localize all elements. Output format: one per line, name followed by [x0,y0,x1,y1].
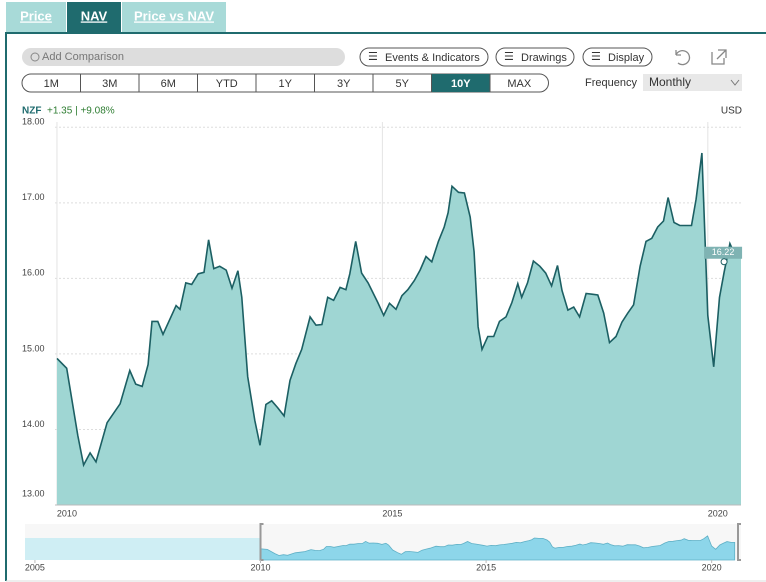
button[interactable] [359,47,489,67]
area-fill [56,153,741,505]
tab[interactable]: NAV [81,8,108,23]
ticker-change: +1.35 | +9.08% [47,106,115,117]
button[interactable] [495,47,575,67]
frequency-value[interactable]: Monthly [649,75,691,89]
y-tick-label: 15.00 [22,343,45,353]
frequency-label: Frequency [585,77,637,89]
range-button[interactable]: MAX [507,78,532,90]
tab[interactable]: Price vs NAV [134,8,214,23]
undo-icon[interactable] [675,49,691,66]
range-border [21,73,549,93]
range-button[interactable]: 6M [161,78,176,90]
navigator-handle[interactable] [259,523,264,561]
popout-icon[interactable] [711,49,727,65]
navigator-tick-label: 2005 [25,562,45,572]
marker [720,258,728,266]
panel-border [5,32,766,581]
range-button[interactable]: 10Y [451,78,471,90]
search-box[interactable] [22,48,345,66]
area-line [56,152,741,468]
tab-bg-active[interactable] [67,2,121,33]
button-label[interactable]: Events & Indicators [385,52,480,64]
y-tick-label: 18.00 [22,117,45,127]
ticker-symbol: NZF [22,106,41,117]
price-label: 16.22 [712,247,735,257]
price-label-bg [704,246,743,259]
button-icon: ☰ [504,51,514,63]
navigator-tick-label: 2015 [476,562,496,572]
navigator-tick-label: 2020 [702,562,722,572]
tab-bg[interactable] [6,2,66,33]
navigator-tick-label: 2010 [250,562,270,572]
navigator-history [25,538,261,560]
range-button[interactable]: 1M [44,78,59,90]
tab[interactable]: Price [20,8,52,23]
tab-bg[interactable] [122,2,226,33]
range-button[interactable]: 3M [102,78,117,90]
y-tick-label: 17.00 [22,192,45,202]
search-placeholder[interactable]: Add Comparison [42,51,124,63]
y-tick-label: 16.00 [22,268,45,278]
navigator-handle[interactable] [737,523,741,561]
range-button[interactable]: YTD [216,78,238,90]
x-tick-label: 2020 [708,508,728,518]
x-tick-label: 2010 [57,508,77,518]
navigator-area [260,535,736,561]
range-button[interactable]: 1Y [279,78,293,90]
currency: USD [721,106,742,117]
y-tick-label: 13.00 [22,488,45,498]
search-icon [30,52,40,62]
frequency-select[interactable] [643,74,742,91]
button-label[interactable]: Display [608,52,645,64]
button-label[interactable]: Drawings [521,52,567,64]
select-arrow [730,79,740,86]
range-button[interactable]: 5Y [396,78,410,90]
button[interactable] [582,47,653,67]
chart: 13.00 14.00 15.00 16.00 17.00 18.00 2010 2015 20… [22,117,743,572]
y-tick-label: 14.00 [22,419,45,429]
range-active [431,74,490,92]
range-selector: 1M 3M 6M YTD 1Y 3Y 5Y 10Y MAX [21,73,549,93]
button-icon: ☰ [368,51,378,63]
x-tick-label: 2015 [382,508,402,518]
range-button[interactable]: 3Y [337,78,351,90]
button-icon: ☰ [591,51,601,63]
